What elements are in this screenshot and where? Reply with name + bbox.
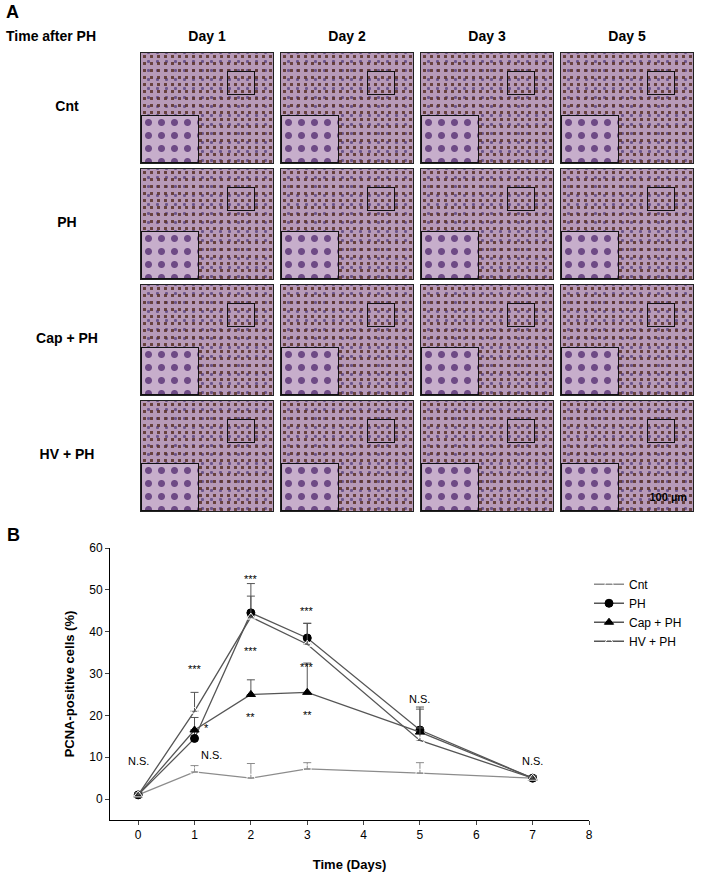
svg-text:4: 4 (360, 828, 367, 842)
html-text:Day 1: Day 1 (188, 28, 226, 44)
html-text:PH: PH (57, 214, 77, 230)
svg-text:0: 0 (135, 828, 142, 842)
svg-text:30: 30 (89, 667, 103, 681)
html-text:Cnt: Cnt (55, 98, 79, 114)
svg-text:50: 50 (89, 583, 103, 597)
html-text:Day 5: Day 5 (608, 28, 646, 44)
svg-text:PCNA-positive cells (%): PCNA-positive cells (%) (62, 611, 77, 758)
svg-text:1: 1 (191, 828, 198, 842)
svg-text:***: *** (300, 661, 314, 673)
svg-text:***: *** (188, 663, 202, 675)
svg-text:40: 40 (89, 625, 103, 639)
svg-text:**: ** (303, 709, 312, 721)
html-text:Time after PH: Time after PH (6, 28, 96, 44)
svg-text:2: 2 (248, 828, 255, 842)
svg-text:0: 0 (96, 792, 103, 806)
svg-text:***: *** (300, 605, 314, 617)
svg-text:60: 60 (89, 541, 103, 555)
svg-text:N.S.: N.S. (128, 755, 149, 767)
svg-text:HV + PH: HV + PH (629, 635, 676, 649)
html-text:A: A (6, 2, 19, 22)
svg-text:Cnt: Cnt (629, 578, 648, 592)
svg-text:6: 6 (473, 828, 480, 842)
html-text:HV + PH: HV + PH (39, 446, 95, 462)
svg-text:Cap + PH: Cap + PH (629, 616, 681, 630)
svg-text:N.S.: N.S. (409, 693, 430, 705)
svg-text:10: 10 (89, 750, 103, 764)
html-text:Cap + PH: Cap + PH (36, 330, 98, 346)
svg-text:Time (Days): Time (Days) (313, 857, 386, 872)
svg-text:PH: PH (629, 597, 646, 611)
svg-text:***: *** (244, 645, 258, 657)
html-text:100 µm: 100 µm (649, 491, 687, 503)
svg-text:N.S.: N.S. (522, 755, 543, 767)
svg-text:7: 7 (529, 828, 536, 842)
svg-text:8: 8 (586, 828, 593, 842)
svg-text:**: ** (246, 711, 255, 723)
svg-text:5: 5 (417, 828, 424, 842)
svg-text:3: 3 (304, 828, 311, 842)
svg-text:*: * (204, 722, 209, 734)
svg-text:N.S.: N.S. (201, 749, 222, 761)
svg-text:B: B (7, 525, 20, 545)
svg-text:20: 20 (89, 709, 103, 723)
html-text:Day 2: Day 2 (328, 28, 366, 44)
svg-text:***: *** (244, 573, 258, 585)
html-text:Day 3: Day 3 (468, 28, 506, 44)
